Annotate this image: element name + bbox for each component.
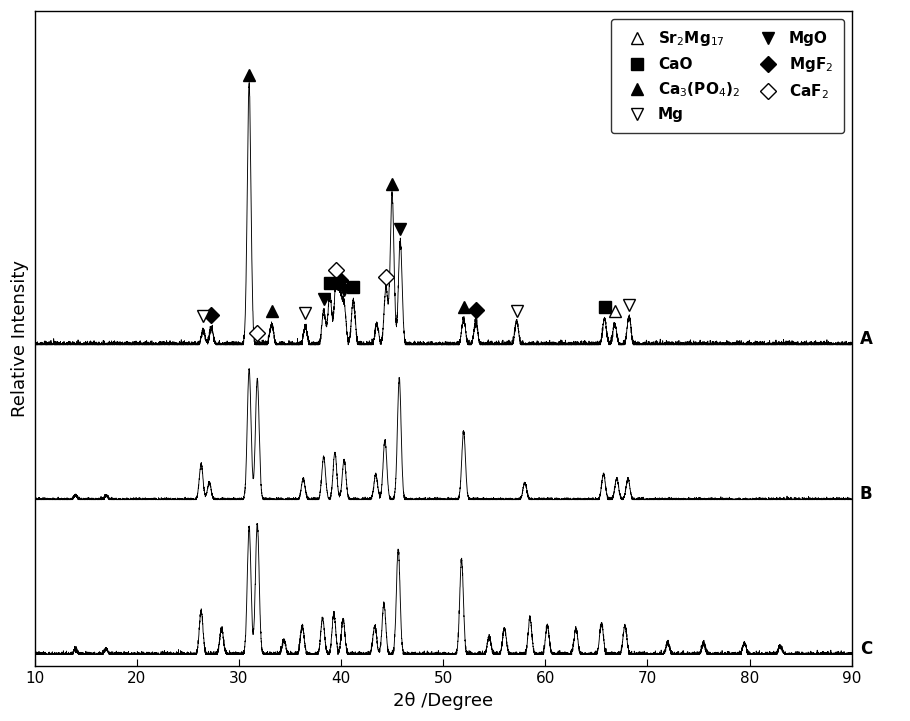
X-axis label: 2θ /Degree: 2θ /Degree	[393, 692, 493, 710]
Legend: Sr$_2$Mg$_{17}$, CaO, Ca$_3$(PO$_4$)$_2$, Mg, MgO, MgF$_2$, CaF$_2$: Sr$_2$Mg$_{17}$, CaO, Ca$_3$(PO$_4$)$_2$…	[611, 19, 844, 133]
Text: C: C	[860, 640, 872, 658]
Text: B: B	[860, 485, 873, 503]
Y-axis label: Relative Intensity: Relative Intensity	[11, 260, 29, 417]
Text: A: A	[860, 329, 873, 348]
